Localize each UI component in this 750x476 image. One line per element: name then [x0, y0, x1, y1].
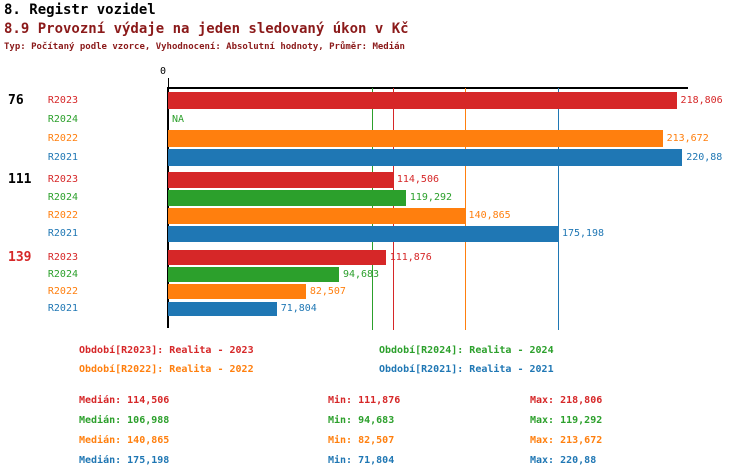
- legend-item-r2022: Období[R2022]: Realita - 2022: [79, 364, 254, 375]
- group-label-111: 111: [8, 172, 32, 188]
- series-label-r2021: R2021: [47, 151, 78, 163]
- bar-r2021-group-139: [168, 301, 277, 317]
- bar-value-label: 119,292: [409, 192, 453, 204]
- bar-value-label: 220,88: [686, 151, 723, 163]
- stat-min-r2022: Min: 82,507: [328, 435, 395, 446]
- bar-value-label-na: NA: [172, 113, 185, 125]
- series-label-r2022: R2022: [47, 210, 78, 222]
- series-label-r2023: R2023: [47, 174, 78, 186]
- legend-item-r2021: Období[R2021]: Realita - 2021: [379, 364, 554, 375]
- stat-min-r2021: Min: 71,804: [328, 455, 395, 466]
- stat-max-r2022: Max: 213,672: [530, 435, 603, 446]
- stat-max-r2023: Max: 218,806: [530, 395, 603, 406]
- bar-r2023-group-111: [168, 172, 393, 188]
- group-label-139: 139: [8, 249, 32, 265]
- stat-median-r2024: Medián: 106,988: [79, 415, 170, 426]
- stat-median-r2023: Medián: 114,506: [79, 395, 170, 406]
- legend-item-r2023: Období[R2023]: Realita - 2023: [79, 345, 254, 356]
- bar-value-label: 111,876: [389, 251, 432, 263]
- stat-median-r2022: Medián: 140,865: [79, 435, 170, 446]
- stat-min-r2023: Min: 111,876: [328, 395, 401, 406]
- series-label-r2022: R2022: [47, 132, 78, 144]
- bar-value-label: 114,506: [396, 174, 439, 186]
- stat-min-r2024: Min: 94,683: [328, 415, 395, 426]
- bar-r2021-group-111: [168, 226, 558, 242]
- series-label-r2022: R2022: [47, 286, 78, 298]
- bar-r2022-group-76: [168, 130, 663, 147]
- bar-r2021-group-76: [168, 149, 683, 166]
- series-label-r2023: R2023: [47, 251, 78, 263]
- bar-value-label: 140,865: [468, 210, 511, 222]
- chart-meta-line: Typ: Počítaný podle vzorce, Vyhodnocení:…: [4, 42, 405, 52]
- y-axis-line: [167, 87, 169, 328]
- legend-item-r2024: Období[R2024]: Realita - 2024: [379, 345, 554, 356]
- bar-value-label: 71,804: [280, 303, 317, 315]
- origin-tick: [168, 78, 169, 87]
- median-line-r2022: [464, 88, 466, 330]
- median-line-r2021: [557, 88, 559, 330]
- bar-r2022-group-111: [168, 208, 465, 224]
- bar-value-label: 218,806: [680, 94, 723, 106]
- series-label-r2024: R2024: [47, 113, 78, 125]
- series-label-r2024: R2024: [47, 268, 78, 280]
- bar-r2024-group-139: [168, 267, 339, 282]
- x-axis-line: [168, 87, 688, 89]
- bar-value-label: 213,672: [666, 132, 709, 144]
- bar-r2023-group-76: [168, 92, 677, 109]
- group-label-76: 76: [8, 92, 24, 108]
- series-label-r2021: R2021: [47, 228, 78, 240]
- stat-max-r2021: Max: 220,88: [530, 455, 597, 466]
- series-label-r2021: R2021: [47, 303, 78, 315]
- chart-title: 8.9 Provozní výdaje na jeden sledovaný ú…: [4, 21, 409, 37]
- bar-r2022-group-139: [168, 284, 306, 299]
- page-title: 8. Registr vozidel: [4, 2, 156, 18]
- series-label-r2023: R2023: [47, 94, 78, 106]
- stat-median-r2021: Medián: 175,198: [79, 455, 170, 466]
- bar-r2024-group-111: [168, 190, 406, 206]
- bar-value-label: 82,507: [309, 286, 346, 298]
- bar-value-label: 175,198: [561, 228, 605, 240]
- bar-r2023-group-139: [168, 250, 386, 265]
- x-axis-origin-label: 0: [160, 66, 167, 77]
- bar-value-label: 94,683: [342, 268, 380, 280]
- series-label-r2024: R2024: [47, 192, 78, 204]
- stat-max-r2024: Max: 119,292: [530, 415, 603, 426]
